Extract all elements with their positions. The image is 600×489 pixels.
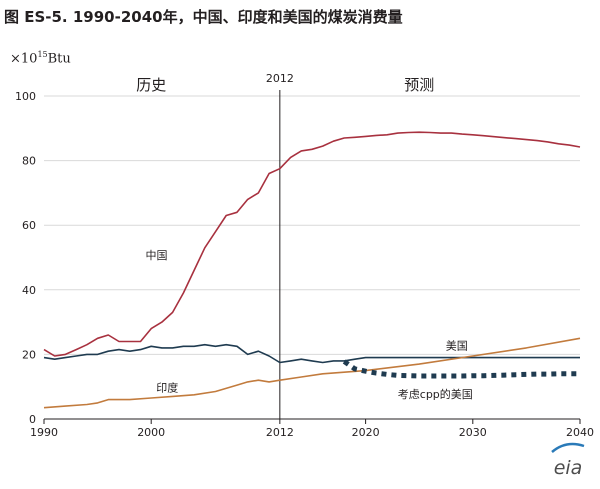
eia-logo: eia bbox=[551, 442, 585, 479]
projection-period-label: 预测 bbox=[404, 76, 434, 94]
y-axis-ticks: 0 20 40 60 80 100 bbox=[15, 90, 36, 426]
usa-cpp-series-label: 考虑cpp的美国 bbox=[398, 387, 473, 401]
y-tick-label: 40 bbox=[22, 284, 36, 297]
y-tick-label: 80 bbox=[22, 155, 36, 168]
usa-series-label: 美国 bbox=[446, 340, 468, 353]
series-lines bbox=[43, 131, 581, 409]
chart-title: 图 ES-5. 1990-2040年，中国、印度和美国的煤炭消费量 bbox=[4, 8, 403, 26]
x-tick-label: 2012 bbox=[266, 426, 294, 439]
y-tick-label: 60 bbox=[22, 219, 36, 232]
logo-swoosh-icon bbox=[551, 442, 585, 453]
grid-lines bbox=[44, 95, 580, 420]
india-series-label: 印度 bbox=[156, 381, 178, 395]
x-tick-label: 2030 bbox=[459, 426, 487, 439]
history-period-label: 历史 bbox=[136, 76, 166, 94]
usa-line bbox=[43, 343, 580, 364]
y-tick-label: 20 bbox=[22, 348, 36, 361]
y-tick-label: 100 bbox=[15, 90, 36, 103]
y-tick-label: 0 bbox=[29, 413, 36, 426]
india-line bbox=[43, 337, 581, 409]
divider-year-label: 2012 bbox=[266, 72, 294, 85]
x-tick-label: 2000 bbox=[137, 426, 165, 439]
x-tick-label: 1990 bbox=[30, 426, 58, 439]
usa-cpp-line bbox=[342, 359, 580, 379]
china-series-label: 中国 bbox=[146, 249, 168, 262]
logo-text: eia bbox=[554, 457, 583, 479]
china-line bbox=[43, 131, 581, 357]
x-tick-label: 2020 bbox=[352, 426, 380, 439]
x-tick-label: 2040 bbox=[566, 426, 594, 439]
x-axis-ticks: 1990 2000 2012 2020 2030 2040 bbox=[30, 419, 594, 439]
y-axis-unit: ×1015Btu bbox=[10, 50, 71, 67]
